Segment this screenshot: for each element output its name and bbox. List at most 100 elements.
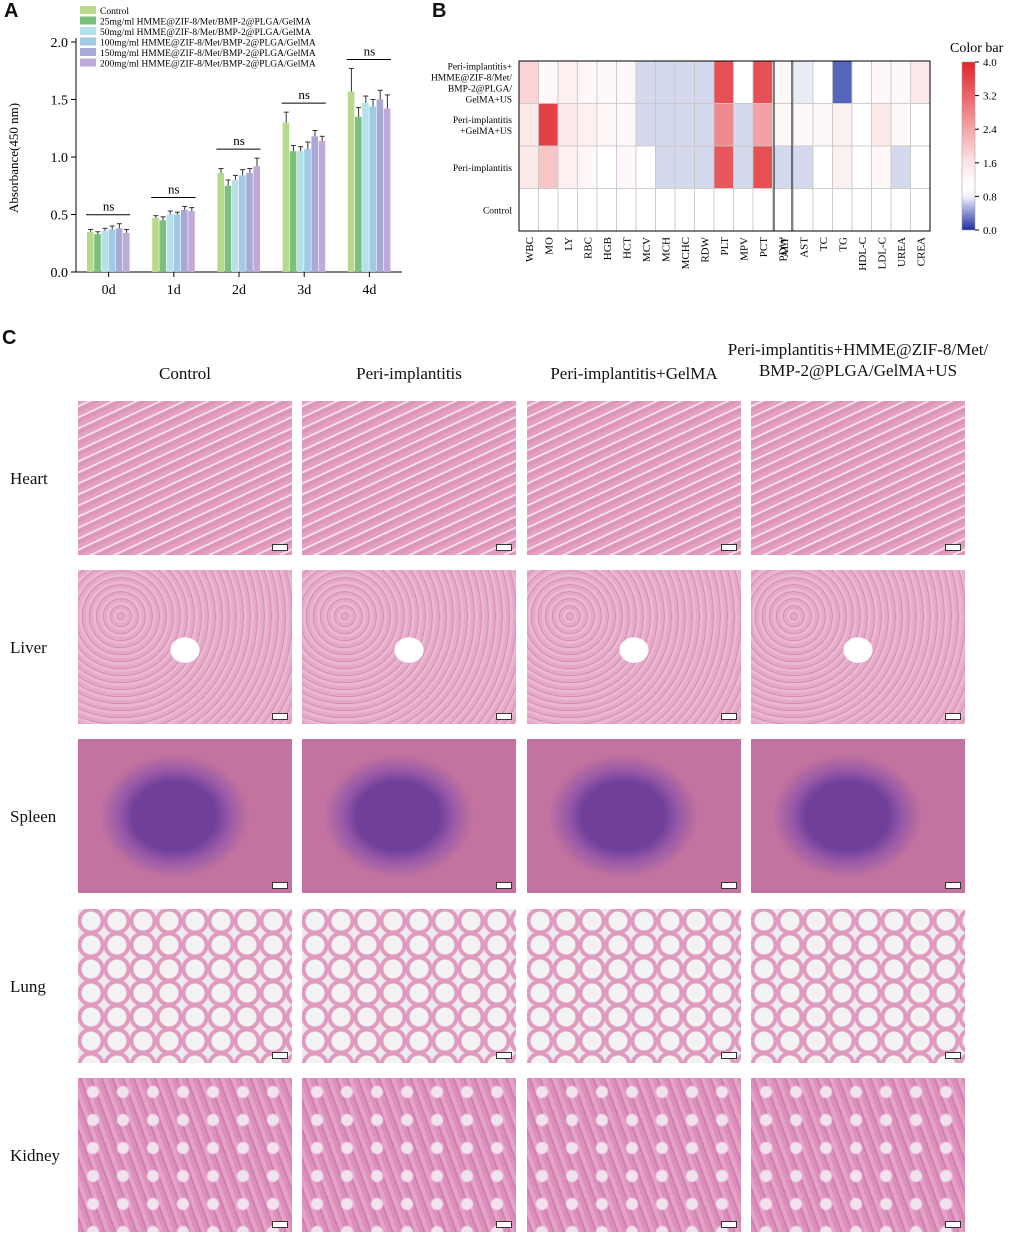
bar bbox=[224, 185, 232, 272]
heatmap-cell bbox=[577, 103, 598, 147]
heatmap-col-label: HGB bbox=[602, 237, 614, 260]
bar bbox=[87, 231, 94, 272]
bar bbox=[282, 122, 290, 272]
heatmap-col-label: TG bbox=[837, 237, 849, 252]
panel-letter-c: C bbox=[2, 327, 17, 349]
bar bbox=[101, 230, 108, 272]
heatmap-cell bbox=[518, 103, 539, 147]
scale-bar bbox=[496, 544, 512, 551]
scale-bar bbox=[496, 1221, 512, 1228]
heatmap-cell bbox=[538, 103, 559, 147]
significance-label: ns bbox=[298, 87, 310, 102]
significance-label: ns bbox=[168, 181, 180, 196]
heatmap-cell bbox=[596, 103, 617, 147]
histology-image-liver bbox=[527, 570, 741, 724]
y-tick-label: 0.0 bbox=[51, 266, 69, 281]
bar bbox=[94, 234, 101, 272]
heatmap-cell bbox=[655, 60, 676, 104]
scale-bar bbox=[721, 882, 737, 889]
heatmap-cell bbox=[713, 103, 734, 147]
heatmap-cell bbox=[674, 188, 695, 232]
heatmap-cell bbox=[832, 60, 853, 104]
scale-bar bbox=[945, 882, 961, 889]
bar bbox=[369, 106, 376, 273]
bar bbox=[347, 91, 355, 272]
heatmap-row-label: Control bbox=[483, 206, 512, 216]
scale-bar bbox=[272, 882, 288, 889]
heatmap-cell bbox=[752, 60, 773, 104]
scale-bar bbox=[945, 713, 961, 720]
heatmap-cell bbox=[851, 60, 872, 104]
color-bar-tick-label: 2.4 bbox=[983, 124, 997, 136]
histology-row-label: Heart bbox=[10, 469, 48, 488]
bar bbox=[159, 220, 166, 272]
heatmap-col-label: PLT bbox=[719, 237, 731, 256]
heatmap-cell bbox=[871, 60, 892, 104]
y-tick-label: 2.0 bbox=[51, 36, 69, 51]
heatmap-cell bbox=[674, 145, 695, 189]
heatmap-cell bbox=[773, 60, 794, 104]
histology-image-kidney bbox=[302, 1078, 516, 1232]
histology-row-label: Lung bbox=[10, 977, 46, 996]
histology-image-liver bbox=[78, 570, 292, 724]
histology-image-spleen bbox=[751, 739, 965, 893]
bar bbox=[188, 211, 195, 272]
color-bar-tick-label: 0.0 bbox=[983, 225, 997, 237]
heatmap-cell bbox=[596, 188, 617, 232]
heatmap-cell bbox=[851, 103, 872, 147]
legend-swatch bbox=[80, 27, 96, 35]
legend-label: 200mg/ml HMME@ZIF-8/Met/BMP-2@PLGA/GelMA bbox=[100, 60, 316, 70]
bar bbox=[123, 232, 130, 272]
x-tick-label: 3d bbox=[297, 283, 311, 298]
histology-column-header: Control bbox=[159, 364, 211, 383]
bar bbox=[231, 180, 239, 272]
histology-column-header: Peri-implantitis bbox=[356, 364, 462, 383]
heatmap-col-label: MCH bbox=[660, 237, 672, 262]
histology-image-kidney bbox=[751, 1078, 965, 1232]
legend-label: Control bbox=[100, 7, 129, 17]
heatmap-cell bbox=[694, 145, 715, 189]
heatmap-col-label: MO bbox=[543, 237, 555, 255]
heatmap-cell bbox=[557, 60, 578, 104]
heatmap-cell bbox=[557, 103, 578, 147]
heatmap-col-label: ALT bbox=[779, 237, 791, 258]
heatmap-cell bbox=[713, 188, 734, 232]
scale-bar bbox=[721, 1052, 737, 1059]
histology-image-lung bbox=[527, 909, 741, 1063]
heatmap-col-label: MCV bbox=[641, 237, 653, 262]
legend-swatch bbox=[80, 6, 96, 14]
histology-image-lung bbox=[302, 909, 516, 1063]
heatmap-cell bbox=[518, 145, 539, 189]
histology-column-header: Peri-implantitis+GelMA bbox=[550, 364, 718, 383]
heatmap-cell bbox=[812, 103, 833, 147]
heatmap-cell bbox=[793, 188, 814, 232]
heatmap-cell bbox=[635, 60, 656, 104]
heatmap-frame-left bbox=[518, 60, 793, 232]
bar bbox=[166, 214, 174, 272]
bar bbox=[376, 99, 384, 272]
heatmap-cell bbox=[577, 188, 598, 232]
histology-image-lung bbox=[751, 909, 965, 1063]
color-bar-tick-label: 0.8 bbox=[983, 191, 997, 203]
heatmap-cell bbox=[733, 60, 754, 104]
bar bbox=[304, 148, 311, 272]
heatmap-cell bbox=[577, 145, 598, 189]
heatmap-cell bbox=[655, 145, 676, 189]
heatmap-cell bbox=[733, 103, 754, 147]
histology-image-liver bbox=[302, 570, 516, 724]
heatmap-row-label: Peri-implantitis +GelMA+US bbox=[453, 116, 512, 137]
heatmap-col-label: TC bbox=[818, 237, 830, 251]
bar bbox=[318, 140, 326, 272]
heatmap-cell bbox=[773, 188, 794, 232]
heatmap-cell bbox=[910, 145, 931, 189]
heatmap-cell bbox=[674, 103, 695, 147]
heatmap-cell bbox=[616, 60, 637, 104]
heatmap-cell bbox=[752, 103, 773, 147]
histology-image-liver bbox=[751, 570, 965, 724]
bar bbox=[173, 214, 181, 272]
histology-row-label: Spleen bbox=[10, 807, 57, 826]
scale-bar bbox=[272, 1052, 288, 1059]
heatmap-cell bbox=[793, 145, 814, 189]
heatmap-cell bbox=[910, 60, 931, 104]
heatmap-cell bbox=[674, 60, 695, 104]
